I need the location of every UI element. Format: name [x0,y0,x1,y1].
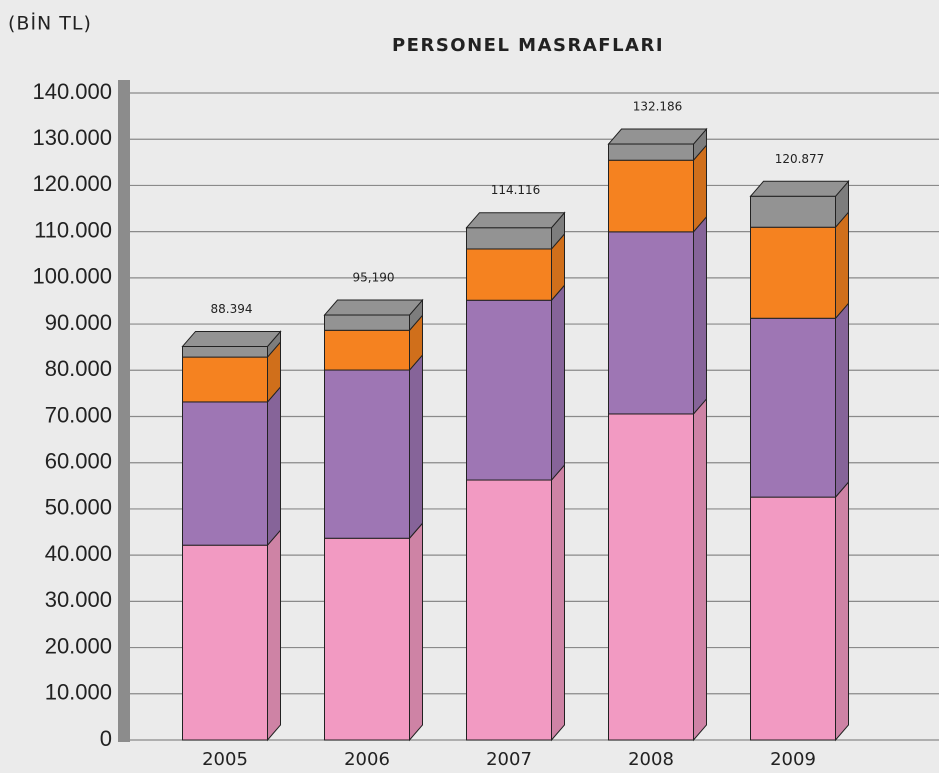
y-tick-label: 80.000 [45,356,112,381]
y-tick-label: 50.000 [45,495,112,520]
bar-segment [608,215,707,416]
bar-segment [750,480,849,742]
y-tick-label: 130.000 [32,125,112,150]
y-tick-label: 0 [100,726,112,751]
bar-segment [608,143,707,234]
bar-face [324,537,410,741]
bar-face [608,413,694,741]
bar-face [551,463,565,742]
bar-face [267,385,281,547]
bar-face [693,397,707,742]
bar-segment [608,397,707,742]
bar-segment [324,313,423,372]
bar-segment [466,283,565,482]
y-tick-label: 90.000 [45,310,112,335]
x-tick-label: 2007 [486,749,532,770]
bar-segment [324,521,423,742]
total-label: 132.186 [633,100,683,114]
bar-face [409,521,423,742]
total-label: 120.877 [775,152,825,166]
bar-face [466,479,552,741]
y-tick-label: 110.000 [34,217,112,242]
bar-face [749,180,850,197]
y-tick-label: 30.000 [45,587,112,612]
bar-face [181,330,282,347]
bar-segment [749,179,850,229]
bar-face [835,480,849,742]
bar-segment [466,232,565,302]
bar-face [324,369,410,539]
chart-title: PERSONEL MASRAFLARI [392,35,664,56]
bar-face [466,227,552,250]
bar-segment [465,211,566,251]
bar-segment [324,353,423,540]
bar-face [608,159,694,233]
bar-face [750,317,836,498]
y-tick-label: 10.000 [45,680,112,705]
y-tick-label: 100.000 [32,264,112,289]
bar-face [693,215,707,416]
y-axis-bar [118,80,130,742]
bar-segment [323,298,424,332]
bar-face [607,128,708,145]
bar-segment [182,385,281,547]
bar-face [182,356,268,403]
bar-face [182,345,268,358]
x-tick-label: 2008 [628,749,674,770]
bar-segment [750,210,849,320]
unit-label: (BİN TL) [8,12,92,35]
bar-face [551,283,565,482]
bar-face [835,301,849,499]
bar-face [750,226,836,319]
total-label: 114.116 [491,183,541,197]
bar-face [750,195,836,228]
bar-face [466,248,552,301]
bar-face [465,212,566,229]
y-tick-label: 60.000 [45,449,112,474]
total-label: 88.394 [211,302,253,316]
y-tick-label: 120.000 [32,171,112,196]
bar-face [324,329,410,371]
bar-segment [182,528,281,742]
y-tick-label: 40.000 [45,541,112,566]
bar-segment [181,330,282,359]
bar-face [324,314,410,331]
bar-face [608,231,694,415]
y-tick-label: 140.000 [32,79,112,104]
bar-face [608,143,694,161]
bar-face [750,496,836,741]
x-tick-label: 2009 [770,749,816,770]
bar-face [835,210,849,320]
bar-face [409,353,423,540]
y-tick-label: 20.000 [45,633,112,658]
x-tick-label: 2006 [344,749,390,770]
bar-segment [750,301,849,499]
bar-segment [466,463,565,742]
bar-segment [607,127,708,162]
x-tick-label: 2005 [202,749,248,770]
total-label: 95,190 [353,271,395,285]
bar-face [466,299,552,481]
bar-face [182,401,268,546]
bar-face [323,299,424,316]
bar-face [267,528,281,742]
y-tick-label: 70.000 [45,402,112,427]
bar-face [182,544,268,741]
